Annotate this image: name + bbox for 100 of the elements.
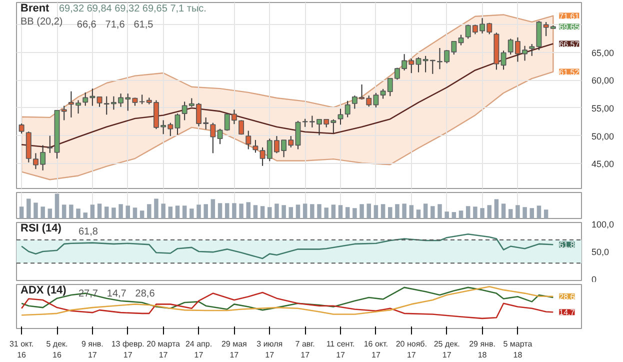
x-tick-label: 29 мая 17 [221, 340, 247, 360]
bar [246, 202, 250, 218]
bar [409, 205, 414, 218]
x-tick-label: 13 февр. 17 [111, 340, 144, 360]
annotation: 28,6 [135, 288, 156, 300]
bar [218, 203, 222, 218]
annotation: 69,65 [559, 22, 580, 32]
bar [282, 205, 286, 218]
bar [296, 204, 300, 218]
annotation: 14,7 [559, 308, 576, 318]
bar [34, 202, 38, 218]
bar [345, 207, 350, 218]
bar [76, 208, 80, 218]
bar [516, 205, 520, 218]
y-tick-label: 55,00 [592, 103, 614, 114]
bar [338, 205, 343, 218]
bar [388, 207, 392, 218]
candlestick [338, 108, 344, 126]
x-tick-label: 31 окт. 16 [9, 340, 34, 360]
line-series [20, 43, 554, 148]
bar [395, 204, 400, 218]
bar [132, 208, 138, 218]
bar [190, 208, 194, 218]
bar [182, 206, 187, 218]
candlestick [344, 100, 350, 118]
bar [168, 206, 173, 218]
candlestick [47, 135, 53, 154]
x-tick-label: 7 авг. 17 [295, 340, 315, 360]
annotation: 71,61 [559, 12, 580, 21]
y-tick-label: 65,00 [592, 48, 614, 58]
candlestick [82, 92, 88, 106]
bar [324, 208, 328, 218]
bar [126, 206, 130, 218]
bar [352, 208, 357, 218]
annotation: 66,6 [76, 20, 97, 30]
x-tick-label: 5 марта 18 [503, 340, 533, 360]
bar [494, 199, 499, 218]
bar [487, 205, 492, 218]
bar [69, 204, 74, 218]
annotation: 66,57 [559, 40, 580, 49]
bar [154, 198, 158, 218]
annotation: 61,5 [134, 20, 154, 30]
bar [147, 204, 152, 218]
bar [232, 203, 236, 218]
x-tick-label: 20 марта 17 [146, 340, 181, 360]
annotation: 71,6 [105, 20, 126, 30]
bar [196, 204, 201, 218]
bar [466, 206, 470, 218]
candlestick [90, 88, 96, 106]
chart-subtitle: 69,32 69,84 69,32 69,65 7,1 тыс. [59, 4, 206, 14]
x-tick-label: 16 окт. 17 [364, 340, 388, 360]
x-tick-label: 29 янв. 18 [469, 340, 496, 360]
bar [54, 194, 60, 218]
y-tick-label: 50,00 [592, 131, 614, 142]
bar [480, 208, 484, 218]
candlestick [295, 120, 301, 150]
chart-title: Brent [20, 2, 50, 14]
candlestick [238, 120, 244, 136]
bar [224, 203, 230, 218]
annotation: 61,8 [78, 226, 98, 238]
annotation: 28,6 [559, 292, 576, 302]
bar [473, 206, 478, 218]
bar [90, 204, 95, 218]
bar [40, 206, 45, 218]
candlestick [416, 56, 422, 73]
candlestick [18, 123, 24, 134]
bar [83, 212, 88, 218]
bar [430, 206, 435, 218]
bar [112, 208, 116, 218]
bar [310, 204, 314, 218]
bar [366, 204, 371, 218]
bar [536, 206, 542, 218]
y-tick-label: 100,0 [592, 220, 614, 230]
candlestick [96, 96, 102, 108]
bar [317, 204, 322, 218]
bar [48, 208, 52, 218]
bar [62, 204, 66, 218]
bar [104, 206, 109, 218]
candlestick [210, 122, 216, 154]
bar [140, 210, 144, 218]
bar [423, 204, 428, 218]
annotation: 61,8 [559, 240, 576, 250]
bar [360, 204, 364, 218]
candlestick [458, 34, 464, 46]
bar [175, 206, 180, 218]
chart-title: RSI (14) [20, 222, 62, 234]
bar [501, 204, 506, 218]
bar [19, 206, 24, 218]
bar [331, 204, 336, 218]
bar [274, 204, 279, 218]
chart-title: ADX (14) [20, 284, 67, 296]
bar [26, 198, 31, 218]
x-tick-label: 24 апр. 17 [185, 340, 212, 360]
bar [444, 212, 449, 218]
annotation: 14,7 [106, 288, 127, 300]
y-tick-label: 60,00 [592, 76, 614, 86]
annotation: BB (20,2) [20, 16, 63, 28]
bar [210, 199, 216, 218]
bar [260, 206, 265, 218]
x-tick-label: 25 дек. 17 [434, 340, 460, 360]
